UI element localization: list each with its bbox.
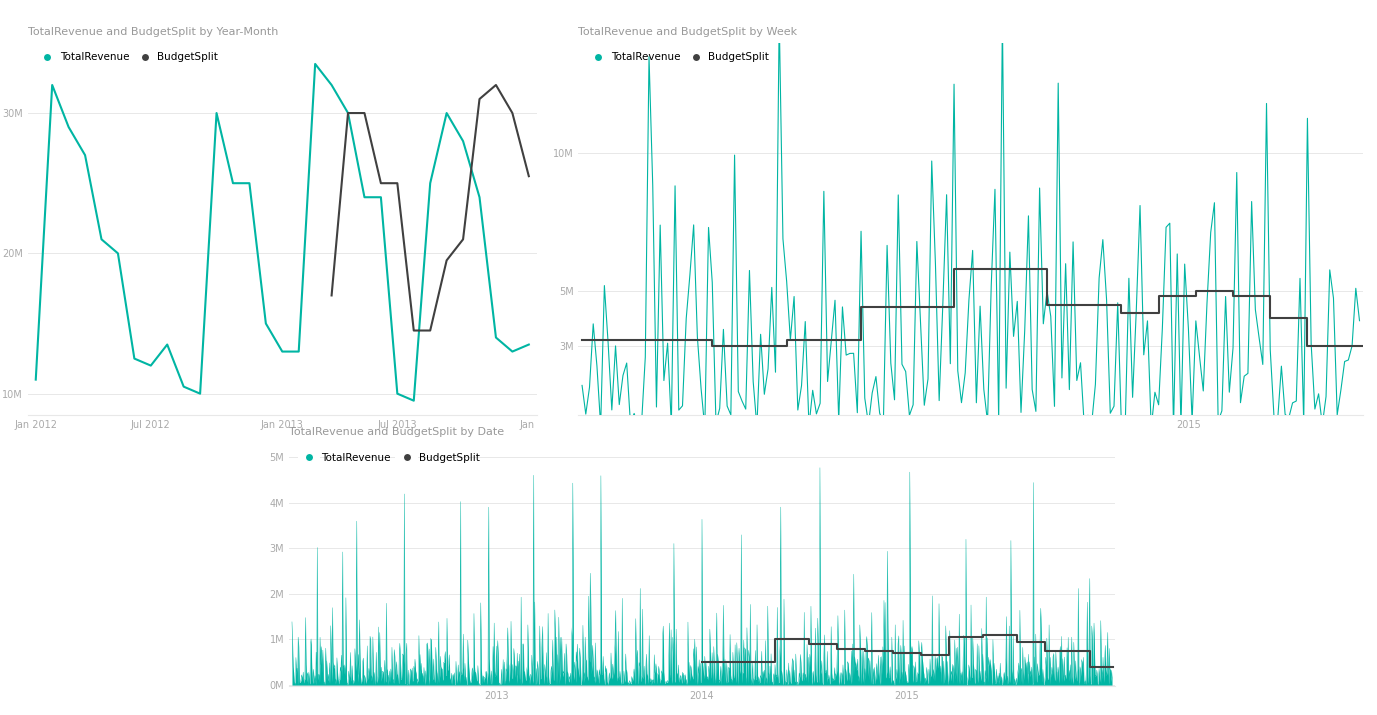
Text: TotalRevenue and BudgetSplit by Date: TotalRevenue and BudgetSplit by Date bbox=[289, 427, 504, 437]
Legend: TotalRevenue, BudgetSplit: TotalRevenue, BudgetSplit bbox=[295, 448, 485, 467]
Text: TotalRevenue and BudgetSplit by Week: TotalRevenue and BudgetSplit by Week bbox=[578, 26, 797, 36]
Text: TotalRevenue and BudgetSplit by Year-Month: TotalRevenue and BudgetSplit by Year-Mon… bbox=[28, 26, 278, 36]
Legend: TotalRevenue, BudgetSplit: TotalRevenue, BudgetSplit bbox=[584, 48, 774, 66]
Legend: TotalRevenue, BudgetSplit: TotalRevenue, BudgetSplit bbox=[33, 48, 223, 66]
